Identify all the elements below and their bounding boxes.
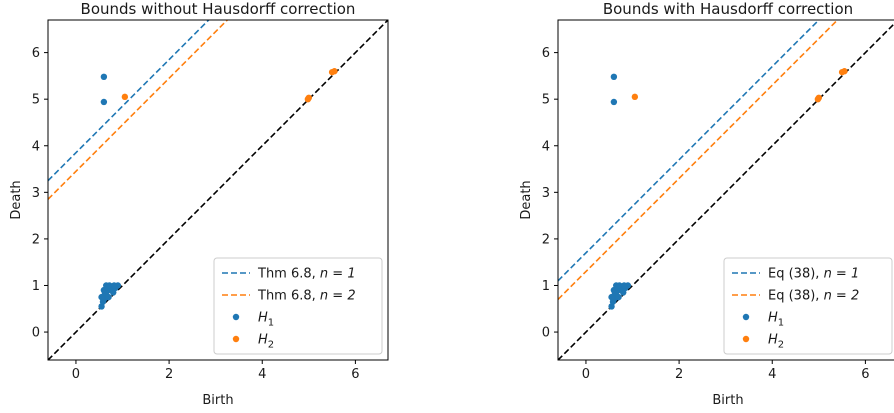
y-tick-label: 5 xyxy=(32,93,40,108)
axes-frame xyxy=(47,19,389,361)
y-tick-label: 6 xyxy=(32,46,40,61)
legend-symbol: H xyxy=(258,333,268,348)
scatter-point-h2 xyxy=(841,68,848,75)
x-tick-label: 0 xyxy=(582,367,590,382)
legend-point-swatch xyxy=(742,313,750,321)
scatter-point-h1 xyxy=(611,289,619,296)
scatter-point-h2 xyxy=(631,93,639,101)
diagonal-line xyxy=(48,20,388,360)
scatter-point-h1 xyxy=(98,293,105,301)
legend-entry-h1: H1 xyxy=(768,311,784,329)
legend-subscript: 2 xyxy=(778,340,784,351)
legend-entry-line-1: Eq (38), n = 1 xyxy=(768,267,859,282)
legend-point-swatch xyxy=(232,335,240,343)
axes-frame xyxy=(557,19,894,361)
y-tick-label: 2 xyxy=(32,232,40,247)
plot-area xyxy=(558,20,894,360)
plot-area xyxy=(48,20,388,360)
scatter-point-h1 xyxy=(610,73,618,81)
chart-title: Bounds without Hausdorff correction xyxy=(81,0,356,18)
x-tick-label: 4 xyxy=(258,367,266,382)
chart-left: Bounds without Hausdorff correction 0 2 4 6… xyxy=(9,0,389,408)
y-tick-label: 0 xyxy=(32,326,40,341)
y-tick-label: 2 xyxy=(542,232,550,247)
legend-entry-line-2: Thm 6.8, n = 2 xyxy=(257,289,356,304)
y-tick-label: 5 xyxy=(542,93,550,108)
legend-entry-h2: H2 xyxy=(768,333,784,351)
y-tick-label: 1 xyxy=(32,279,40,294)
legend-symbol: H xyxy=(768,311,778,326)
legend-box xyxy=(723,257,893,355)
x-tick-label: 4 xyxy=(768,367,776,382)
scatter-point-h2 xyxy=(121,93,129,101)
chart-right: Bounds with Hausdorff correction 0 2 4 6 0 1 2… xyxy=(519,0,894,408)
legend-math: n = 1 xyxy=(320,267,356,282)
x-tick-label: 6 xyxy=(351,367,359,382)
scatter-point-h1 xyxy=(105,293,112,301)
bound-line-2 xyxy=(558,20,839,301)
legend-entry-h1: H1 xyxy=(258,311,274,329)
legend-entry-line-2: Eq (38), n = 2 xyxy=(768,289,859,304)
x-tick-label: 0 xyxy=(72,367,80,382)
y-axis-label: Death xyxy=(519,180,534,219)
x-tick-label: 6 xyxy=(861,367,869,382)
legend-math: n = 2 xyxy=(824,289,860,304)
bound-line-2 xyxy=(48,20,229,200)
diagonal-line xyxy=(558,22,894,360)
legend-point-swatch xyxy=(742,335,750,343)
bound-line-1 xyxy=(48,20,210,182)
y-tick-label: 6 xyxy=(542,46,550,61)
y-tick-label: 1 xyxy=(542,279,550,294)
legend-symbol: H xyxy=(258,311,268,326)
legend-subscript: 1 xyxy=(268,318,274,329)
scatter-point-h1 xyxy=(616,282,623,289)
scatter-point-h1 xyxy=(106,282,113,289)
scatter-point-h1 xyxy=(101,289,109,296)
scatter-point-h1 xyxy=(100,73,108,81)
legend-math: n = 1 xyxy=(824,267,860,282)
scatter-point-h2 xyxy=(814,95,822,103)
tick-group: 0 2 4 6 0 1 2 3 4 5 6 xyxy=(32,46,360,382)
scatter-point-h2 xyxy=(331,68,338,75)
legend-math: n = 2 xyxy=(320,289,356,304)
x-tick-label: 2 xyxy=(165,367,173,382)
x-axis-label: Birth xyxy=(712,393,743,408)
y-tick-label: 4 xyxy=(32,139,40,154)
y-tick-label: 4 xyxy=(542,139,550,154)
legend-symbol: H xyxy=(768,333,778,348)
scatter-point-h1 xyxy=(100,98,108,106)
y-tick-label: 3 xyxy=(32,186,40,201)
legend-subscript: 1 xyxy=(778,318,784,329)
y-axis-label: Death xyxy=(9,180,24,219)
tick-group: 0 2 4 6 0 1 2 3 4 5 6 xyxy=(542,46,870,382)
scatter-point-h1 xyxy=(110,282,118,289)
scatter-point-h1 xyxy=(615,293,622,301)
scatter-point-h1 xyxy=(610,98,618,106)
scatter-point-h1 xyxy=(608,293,615,301)
legend-subscript: 2 xyxy=(268,340,274,351)
chart-title: Bounds with Hausdorff correction xyxy=(603,0,853,18)
y-tick-label: 3 xyxy=(542,186,550,201)
legend-box xyxy=(213,257,383,355)
legend-entry-h2: H2 xyxy=(258,333,274,351)
x-tick-label: 2 xyxy=(675,367,683,382)
legend-point-swatch xyxy=(232,313,240,321)
legend-entry-line-1: Thm 6.8, n = 1 xyxy=(257,267,356,282)
scatter-point-h2 xyxy=(304,95,312,103)
y-tick-label: 0 xyxy=(542,326,550,341)
x-axis-label: Birth xyxy=(202,393,233,408)
scatter-point-h1 xyxy=(620,282,628,289)
bound-line-1 xyxy=(558,20,820,282)
